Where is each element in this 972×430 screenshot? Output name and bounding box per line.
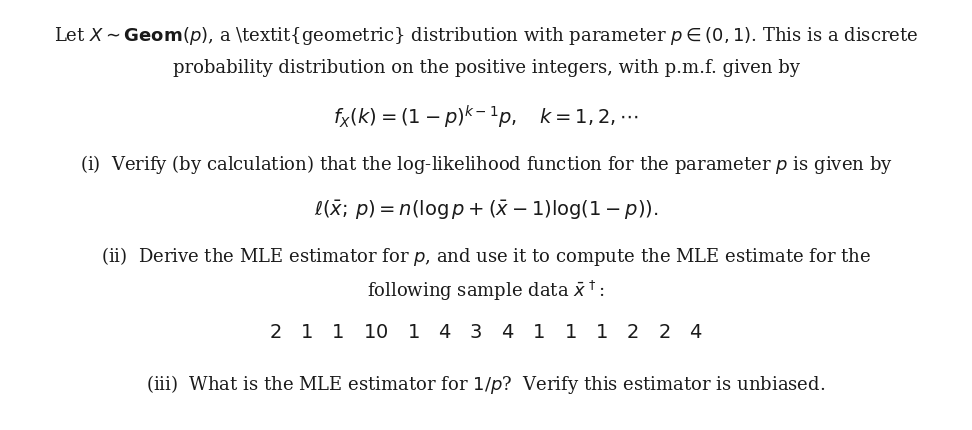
Text: (ii)  Derive the MLE estimator for $p$, and use it to compute the MLE estimate f: (ii) Derive the MLE estimator for $p$, a… xyxy=(101,245,871,268)
Text: (i)  Verify (by calculation) that the log-likelihood function for the parameter : (i) Verify (by calculation) that the log… xyxy=(80,153,892,176)
Text: Let $X \sim \mathbf{Geom}(p)$, a \textit{geometric} distribution with parameter : Let $X \sim \mathbf{Geom}(p)$, a \textit… xyxy=(53,25,919,47)
Text: probability distribution on the positive integers, with p.m.f. given by: probability distribution on the positive… xyxy=(173,59,799,77)
Text: $\ell(\bar{x};\, p) = n\left(\log p + (\bar{x}-1)\log(1-p)\right).$: $\ell(\bar{x};\, p) = n\left(\log p + (\… xyxy=(314,198,658,221)
Text: (iii)  What is the MLE estimator for $1/p$?  Verify this estimator is unbiased.: (iii) What is the MLE estimator for $1/p… xyxy=(147,373,825,396)
Text: following sample data $\bar{x}^{\,\dagger}$:: following sample data $\bar{x}^{\,\dagge… xyxy=(367,279,605,303)
Text: $2 \quad 1 \quad 1 \quad 10 \quad 1 \quad 4 \quad 3 \quad 4 \quad 1 \quad 1 \qua: $2 \quad 1 \quad 1 \quad 10 \quad 1 \qua… xyxy=(269,324,703,342)
Text: $f_X(k) = (1-p)^{k-1}p, \quad k = 1, 2, \cdots$: $f_X(k) = (1-p)^{k-1}p, \quad k = 1, 2, … xyxy=(333,104,639,131)
